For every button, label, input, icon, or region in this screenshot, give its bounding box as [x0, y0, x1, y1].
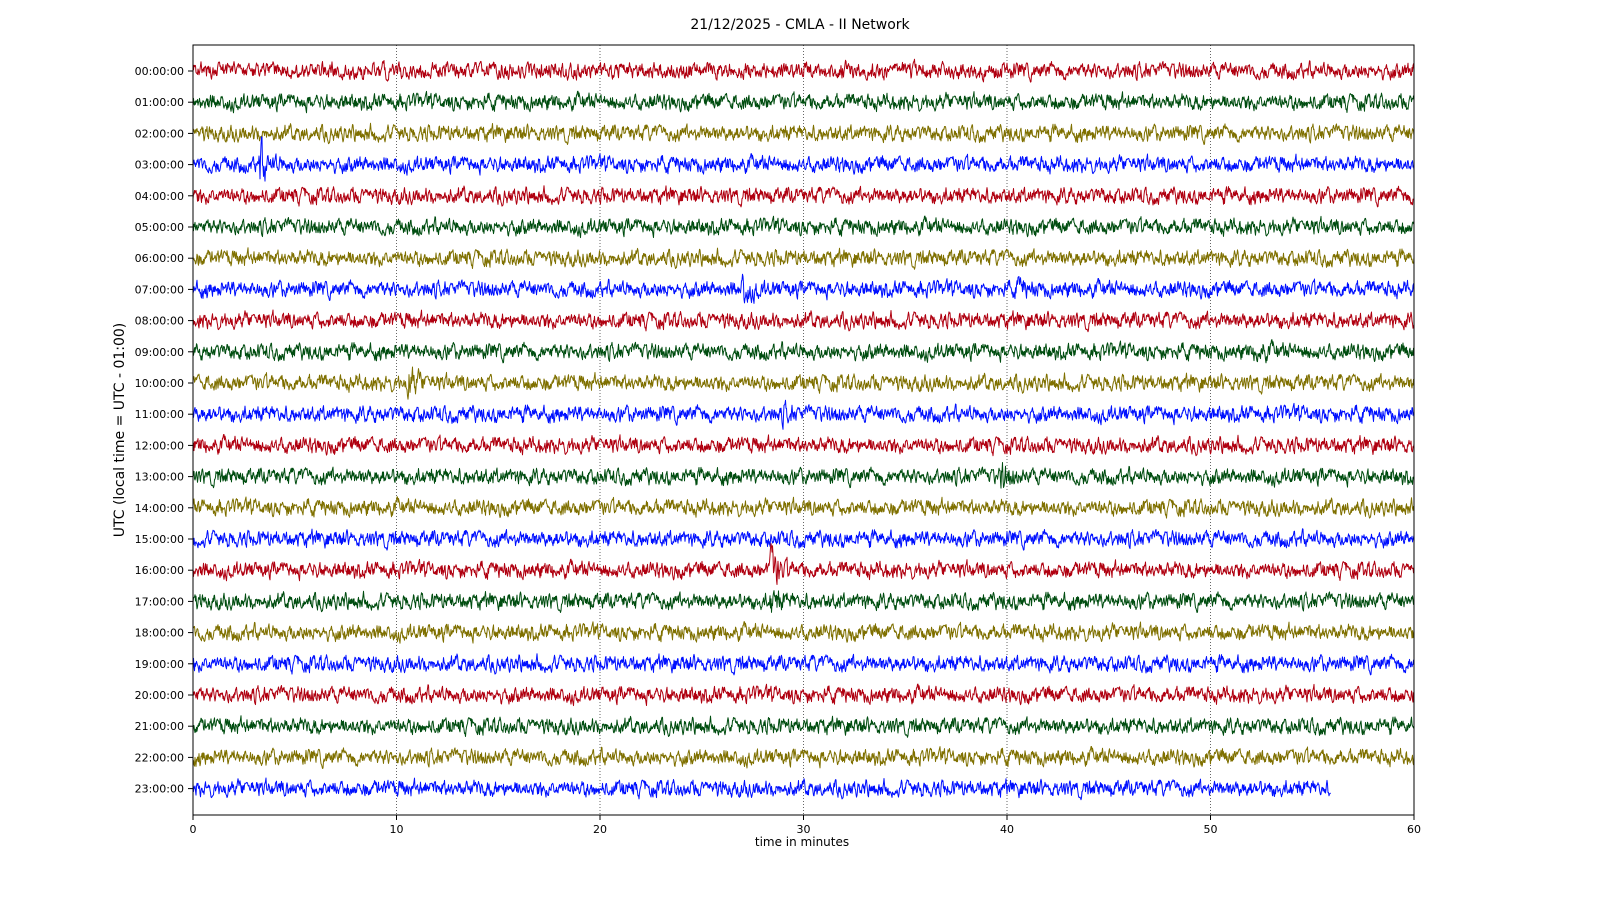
row-label: 12:00:00: [135, 439, 184, 452]
row-label: 22:00:00: [135, 751, 184, 764]
row-label: 23:00:00: [135, 783, 184, 796]
trace-row: [192, 185, 1415, 208]
x-tick-label-30: 30: [797, 823, 811, 836]
trace-row: [192, 590, 1415, 613]
row-label: 05:00:00: [135, 221, 184, 234]
y-axis-label: UTC (local time = UTC - 01:00): [112, 323, 128, 538]
trace-row: [192, 683, 1415, 707]
trace-row: [192, 621, 1415, 644]
trace-row: [192, 58, 1415, 83]
row-label: 11:00:00: [135, 408, 184, 421]
trace-row: [192, 247, 1415, 270]
row-label: 01:00:00: [135, 96, 184, 109]
x-axis-label: time in minutes: [755, 835, 849, 849]
row-label: 19:00:00: [135, 658, 184, 671]
row-label: 08:00:00: [135, 315, 184, 328]
row-label: 15:00:00: [135, 533, 184, 546]
row-label: 03:00:00: [135, 159, 184, 172]
x-tick-label-40: 40: [1000, 823, 1014, 836]
trace-row: [192, 462, 1415, 489]
seismic-traces: [192, 58, 1415, 801]
row-label: 02:00:00: [135, 127, 184, 140]
row-label: 04:00:00: [135, 190, 184, 203]
trace-row: [192, 273, 1415, 304]
trace-row: [192, 496, 1415, 519]
trace-row: [192, 215, 1415, 239]
trace-row: [192, 434, 1415, 457]
trace-row: [192, 366, 1415, 400]
trace-row: [192, 746, 1415, 769]
x-ticks: 0 10 20 30 40 50 60: [190, 815, 1421, 836]
trace-row: [192, 777, 1331, 801]
trace-row: [192, 399, 1415, 430]
x-tick-label-10: 10: [390, 823, 404, 836]
row-label: 00:00:00: [135, 65, 184, 78]
row-label: 10:00:00: [135, 377, 184, 390]
row-label: 07:00:00: [135, 283, 184, 296]
row-label: 21:00:00: [135, 720, 184, 733]
row-label: 13:00:00: [135, 471, 184, 484]
trace-row: [192, 122, 1415, 145]
row-label: 14:00:00: [135, 502, 184, 515]
trace-row: [193, 339, 1415, 364]
trace-row: [192, 136, 1415, 182]
row-label: 20:00:00: [135, 689, 184, 702]
trace-row: [192, 528, 1415, 551]
plot-frame: [192, 44, 1415, 816]
row-label: 17:00:00: [135, 595, 184, 608]
x-tick-label-60: 60: [1407, 823, 1421, 836]
row-label: 09:00:00: [135, 346, 184, 359]
row-label: 16:00:00: [135, 564, 184, 577]
row-label: 18:00:00: [135, 627, 184, 640]
x-tick-label-50: 50: [1204, 823, 1218, 836]
row-label: 06:00:00: [135, 252, 184, 265]
x-tick-label-20: 20: [593, 823, 607, 836]
trace-row: [192, 309, 1415, 333]
x-tick-label-0: 0: [190, 823, 197, 836]
chart-title: 21/12/2025 - CMLA - II Network: [690, 17, 910, 33]
grid-lines: [396, 45, 1211, 815]
trace-row: [192, 715, 1415, 738]
row-labels: 00:00:00 01:00:00 02:00:00 03:00:00 04:00:00…: [135, 65, 193, 796]
trace-row: [192, 653, 1415, 676]
trace-row: [192, 90, 1415, 114]
trace-row: [192, 543, 1415, 585]
